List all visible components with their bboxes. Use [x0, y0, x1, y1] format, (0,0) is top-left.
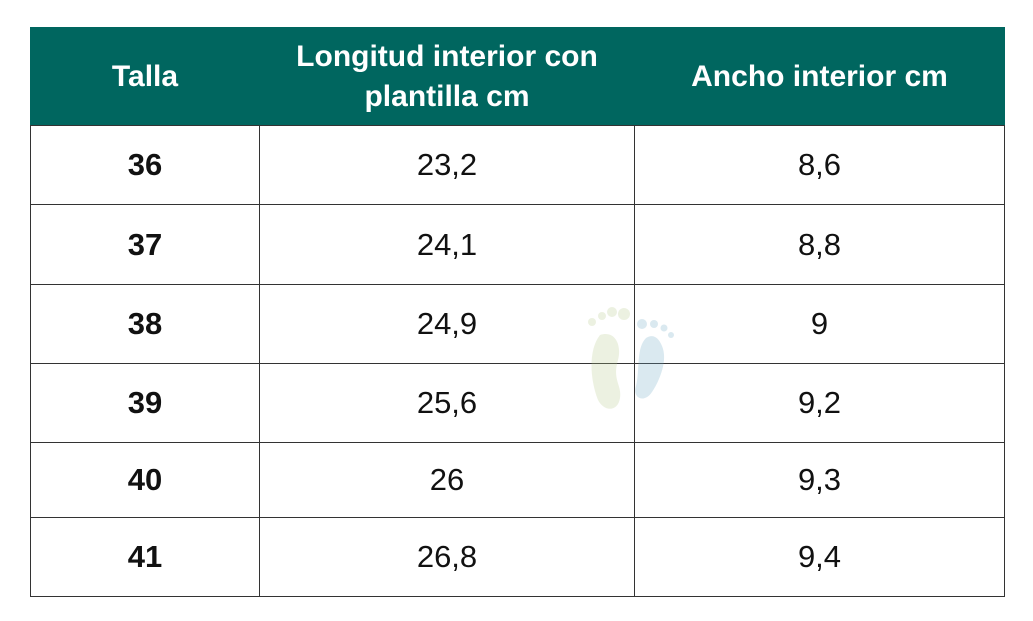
size-table: Talla Longitud interior con plantilla cm A… [30, 27, 1005, 597]
measure-cell: 24,9 [259, 284, 635, 364]
header-text: Talla [111, 59, 179, 93]
measure-cell: 25,6 [259, 363, 635, 443]
table-row: 39 25,6 9,2 [30, 363, 1005, 443]
header-cell: Ancho interior cm [634, 27, 1005, 126]
measure-cell: 26,8 [259, 517, 635, 597]
size-cell: 36 [30, 125, 260, 205]
table-row: 38 24,9 9 [30, 284, 1005, 364]
table-row: 41 26,8 9,4 [30, 517, 1005, 597]
header-text: Ancho interior cm [691, 59, 948, 93]
table-row: 36 23,2 8,6 [30, 125, 1005, 205]
size-cell: 40 [30, 442, 260, 518]
size-cell: 39 [30, 363, 260, 443]
header-cell: Talla [30, 27, 260, 126]
measure-cell: 9 [634, 284, 1005, 364]
table-header: Talla Longitud interior con plantilla cm A… [30, 27, 1005, 126]
size-cell: 38 [30, 284, 260, 364]
measure-cell: 26 [259, 442, 635, 518]
measure-cell: 8,6 [634, 125, 1005, 205]
table-row: 37 24,1 8,8 [30, 204, 1005, 285]
measure-cell: 24,1 [259, 204, 635, 285]
table-body: 36 23,2 8,6 37 24,1 8,8 38 24,9 9 39 25,6 9,2 40 26 9,… [30, 125, 1005, 597]
header-text: Longitud interior con plantilla cm [296, 39, 598, 113]
measure-cell: 9,3 [634, 442, 1005, 518]
measure-cell: 9,2 [634, 363, 1005, 443]
measure-cell: 23,2 [259, 125, 635, 205]
header-cell: Longitud interior con plantilla cm [259, 27, 635, 126]
header-row: Talla Longitud interior con plantilla cm A… [30, 27, 1005, 126]
table-row: 40 26 9,3 [30, 442, 1005, 518]
size-cell: 37 [30, 204, 260, 285]
measure-cell: 9,4 [634, 517, 1005, 597]
measure-cell: 8,8 [634, 204, 1005, 285]
size-cell: 41 [30, 517, 260, 597]
